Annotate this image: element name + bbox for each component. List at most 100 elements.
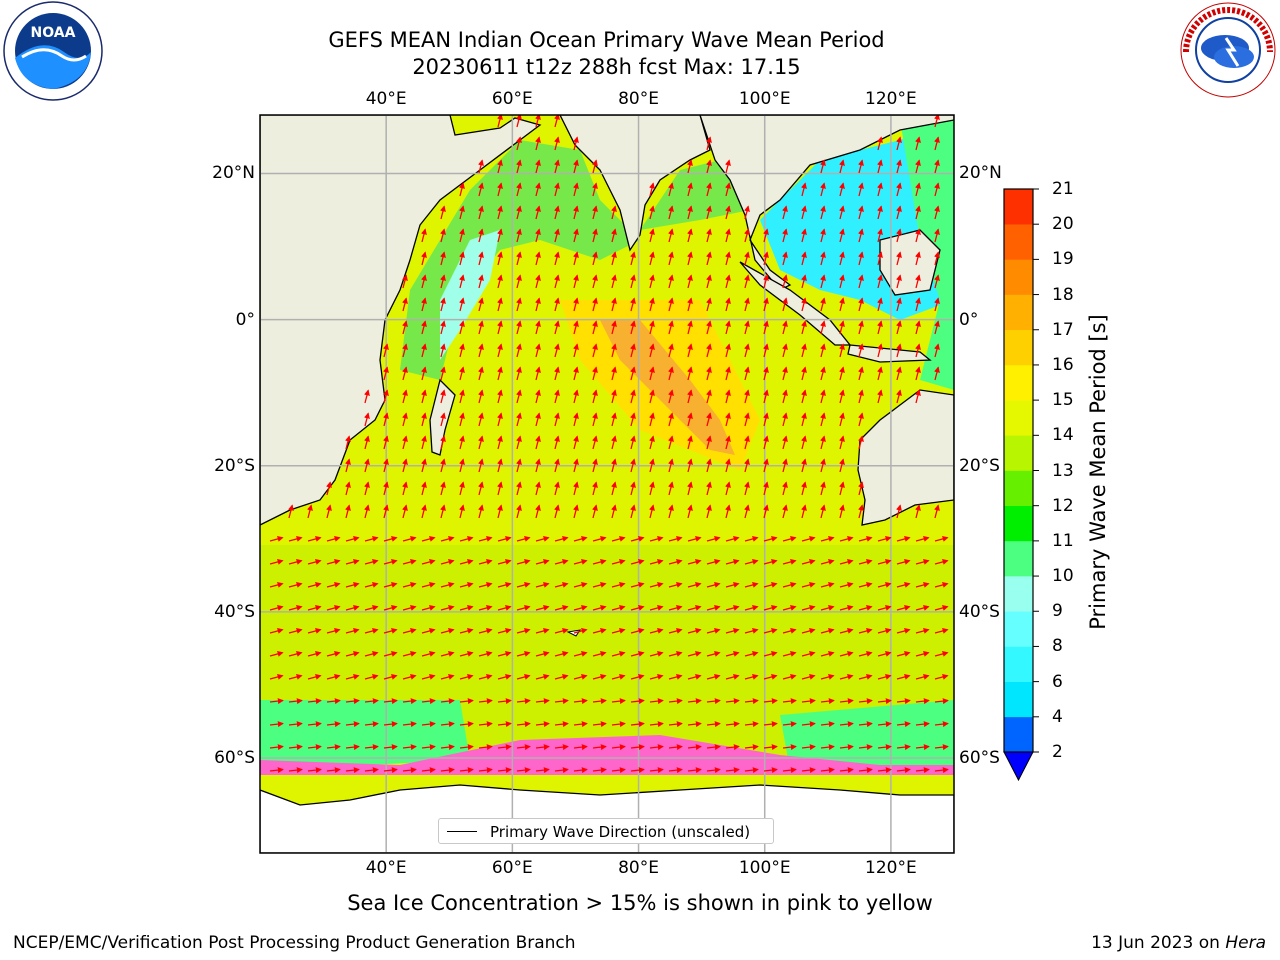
colorbar-tick-label: 6 — [1052, 671, 1063, 692]
wave-arrow — [896, 320, 902, 335]
wave-arrow — [535, 435, 541, 450]
credit-text: NCEP/EMC/Verification Post Processing Pr… — [13, 933, 576, 953]
wave-arrow — [288, 698, 303, 705]
wave-arrow — [383, 389, 389, 404]
wave-arrow — [782, 389, 788, 404]
wave-arrow — [478, 605, 493, 611]
wave-arrow — [877, 343, 883, 358]
colorbar-segment — [1004, 294, 1033, 331]
wave-arrow — [782, 698, 797, 705]
wave-arrow — [896, 628, 911, 634]
wave-arrow — [649, 674, 664, 680]
wave-arrow — [573, 458, 579, 473]
wave-arrow — [820, 228, 826, 243]
wave-arrow — [402, 744, 417, 751]
wave-arrow — [858, 504, 864, 519]
wave-arrow — [307, 582, 322, 588]
wave-arrow — [706, 228, 712, 243]
wave-arrow — [763, 366, 769, 381]
wave-arrow — [744, 389, 750, 404]
wave-arrow — [668, 205, 674, 220]
wave-arrow — [535, 274, 541, 289]
wave-arrow — [288, 767, 303, 774]
wave-arrow — [497, 320, 503, 335]
wave-arrow — [801, 767, 816, 774]
wave-arrow — [801, 458, 807, 473]
wave-arrow — [801, 343, 807, 358]
wave-arrow — [440, 412, 446, 427]
wave-arrow — [839, 228, 845, 243]
wave-arrow — [820, 343, 826, 358]
wave-arrow — [858, 721, 873, 728]
nws-logo — [1180, 2, 1276, 98]
wave-arrow — [402, 651, 417, 657]
wave-arrow — [934, 651, 949, 657]
date-stamp: 13 Jun 2023 on Hera — [1091, 932, 1266, 954]
wave-arrow — [478, 559, 493, 565]
wave-arrow — [592, 721, 607, 728]
wave-arrow — [364, 389, 370, 404]
wave-arrow — [592, 651, 607, 657]
wave-arrow — [763, 559, 778, 565]
wave-arrow — [687, 389, 693, 404]
wave-arrow — [877, 674, 892, 680]
wave-arrow — [687, 721, 702, 728]
lon-tick-bottom: 40°E — [365, 858, 407, 878]
wave-arrow — [459, 343, 465, 358]
wave-arrow — [383, 767, 398, 774]
wave-arrow — [877, 320, 883, 335]
wave-arrow — [402, 481, 408, 496]
wave-arrow — [364, 458, 370, 473]
wave-arrow — [820, 274, 826, 289]
wave-arrow — [687, 481, 693, 496]
wave-arrow — [478, 651, 493, 657]
wave-arrow — [649, 536, 664, 542]
wave-arrow — [706, 251, 712, 266]
colorbar — [1003, 188, 1039, 782]
wave-arrow — [459, 605, 474, 611]
wave-arrow — [402, 343, 408, 358]
wave-arrow — [516, 182, 522, 197]
wave-arrow — [535, 251, 541, 266]
wave-arrow — [592, 228, 598, 243]
wave-arrow — [421, 320, 427, 335]
wave-arrow — [763, 721, 778, 728]
wave-arrow — [820, 721, 835, 728]
wave-arrow — [934, 251, 940, 266]
wave-arrow — [649, 182, 655, 197]
wave-arrow — [839, 297, 845, 312]
wave-arrow — [668, 366, 674, 381]
wave-arrow — [402, 389, 408, 404]
wave-arrow — [630, 582, 645, 588]
wave-arrow — [497, 115, 503, 128]
wave-arrow — [858, 389, 864, 404]
wave-arrow — [782, 343, 788, 358]
wave-arrow — [573, 251, 579, 266]
wave-arrow — [326, 628, 341, 634]
wave-arrow — [345, 435, 351, 450]
wave-arrow — [896, 536, 911, 542]
wave-arrow — [535, 115, 541, 128]
wave-arrow — [725, 228, 731, 243]
wave-arrow — [478, 435, 484, 450]
noaa-logo: NOAA — [3, 1, 103, 101]
wave-arrow — [516, 435, 522, 450]
wave-arrow — [364, 698, 379, 705]
wave-arrow — [345, 536, 360, 542]
wave-arrow — [554, 504, 560, 519]
wave-arrow — [839, 536, 854, 542]
wave-arrow — [668, 698, 683, 705]
wave-arrow — [497, 297, 503, 312]
wave-arrow — [649, 228, 655, 243]
wave-arrow — [896, 698, 911, 705]
wave-arrow — [801, 435, 807, 450]
wave-arrow — [687, 559, 702, 565]
wave-arrow — [858, 343, 864, 358]
wave-arrow — [668, 628, 683, 634]
wave-arrow — [554, 481, 560, 496]
wave-arrow — [782, 228, 788, 243]
wave-arrow — [611, 536, 626, 542]
wave-arrow — [611, 698, 626, 705]
wave-arrow — [554, 721, 569, 728]
wave-arrow — [554, 698, 569, 705]
